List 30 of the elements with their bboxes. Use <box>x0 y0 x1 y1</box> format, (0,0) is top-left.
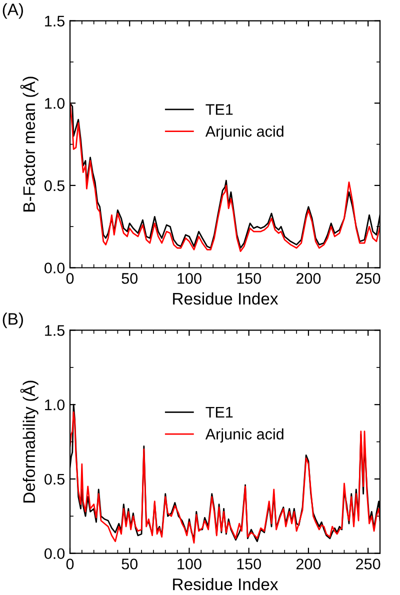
chart-title: (B) <box>2 312 23 328</box>
legend-label: TE1 <box>206 407 233 418</box>
y-tick-label: 0.5 <box>44 474 64 485</box>
x-tick-label: 50 <box>122 273 138 284</box>
x-tick-label: 200 <box>296 273 321 284</box>
x-tick-label: 100 <box>178 273 202 284</box>
chart-title: (A) <box>2 3 23 19</box>
legend-label: Arjunic acid <box>205 428 284 443</box>
x-tick-label: 250 <box>356 558 380 570</box>
x-tick-label: 250 <box>356 273 380 284</box>
legend-label: TE1 <box>206 104 233 115</box>
y-tick-label: 1.0 <box>45 98 65 109</box>
x-tick-label: 100 <box>178 558 202 570</box>
x-tick-label: 50 <box>122 558 138 570</box>
y-axis-title: Deformability (Å) <box>20 380 38 502</box>
x-tick-label: 150 <box>237 558 261 570</box>
x-tick-label: 0 <box>66 558 74 570</box>
y-tick-label: 0.0 <box>44 548 65 560</box>
x-axis-title: Residue Index <box>173 578 278 590</box>
x-tick-label: 0 <box>66 273 74 284</box>
x-tick-label: 200 <box>296 558 321 570</box>
y-tick-label: 1.0 <box>45 399 65 410</box>
y-tick-label: 1.5 <box>45 325 64 336</box>
y-tick-label: 0.0 <box>44 262 65 274</box>
x-axis-title: Residue Index <box>173 292 278 305</box>
y-tick-label: 1.5 <box>45 16 64 27</box>
y-axis-title: B-Factor mean (Å) <box>20 76 38 212</box>
legend-label: Arjunic acid <box>205 126 284 140</box>
y-tick-label: 0.5 <box>44 180 64 192</box>
x-tick-label: 150 <box>237 273 261 284</box>
